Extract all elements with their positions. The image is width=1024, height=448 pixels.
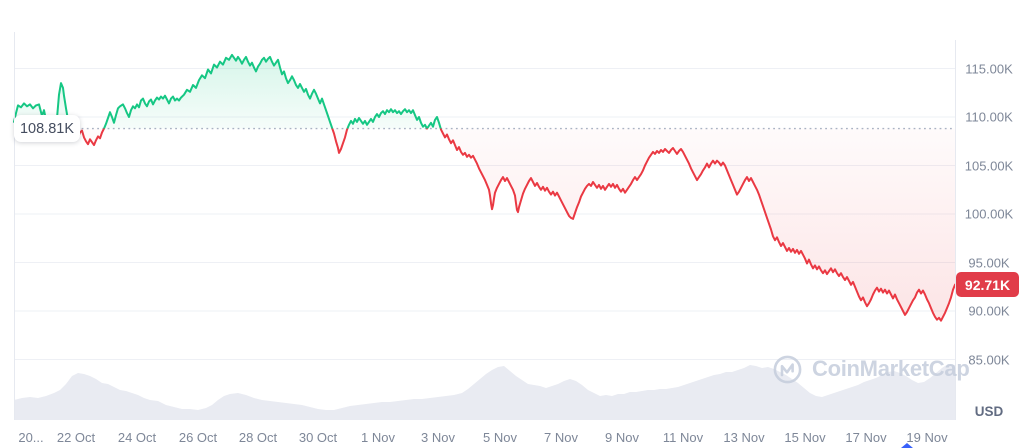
x-axis-tick-label: 30 Oct	[298, 430, 338, 445]
x-axis-tick-label: 22 Oct	[56, 430, 96, 445]
x-axis-tick-label: 3 Nov	[421, 430, 455, 445]
x-axis-tick-label: 1 Nov	[361, 430, 395, 445]
x-axis-tick-label: 17 Nov	[845, 430, 887, 445]
y-axis-tick-label: 100.00K	[964, 206, 1014, 222]
x-axis-tick-label: 9 Nov	[605, 430, 639, 445]
x-axis-tick-label: 15 Nov	[784, 430, 826, 445]
baseline-price-label: 108.81K	[14, 115, 80, 142]
x-axis-tick-label: 26 Oct	[178, 430, 218, 445]
current-date-caret-icon	[901, 443, 913, 448]
y-axis-tick-label: 85.00K	[968, 352, 1010, 367]
current-price-badge: 92.71K	[956, 272, 1019, 297]
x-axis-tick-label: 11 Nov	[662, 430, 704, 445]
y-axis-tick-label: 110.00K	[965, 109, 1013, 125]
currency-label: USD	[974, 404, 1004, 419]
x-axis-tick-label: 24 Oct	[117, 430, 157, 445]
y-axis-tick-label: 115.00K	[965, 61, 1013, 76]
watermark-text: CoinMarketCap	[812, 356, 970, 381]
coinmarketcap-logo-icon	[773, 355, 802, 383]
coinmarketcap-watermark: CoinMarketCap	[772, 352, 970, 386]
x-axis-tick-label: 7 Nov	[544, 430, 578, 445]
x-axis-tick-label: 20...	[18, 430, 44, 445]
y-axis-tick-label: 105.00K	[964, 158, 1014, 173]
y-axis-tick-label: 95.00K	[968, 255, 1010, 270]
y-axis-tick-label: 90.00K	[968, 303, 1010, 319]
baseline-price-value: 108.81K	[19, 120, 75, 137]
x-axis-tick-label: 13 Nov	[723, 430, 765, 445]
x-axis-tick-label: 28 Oct	[238, 430, 278, 445]
x-axis-tick-label: 19 Nov	[906, 430, 948, 445]
x-axis-tick-label: 5 Nov	[483, 430, 517, 445]
